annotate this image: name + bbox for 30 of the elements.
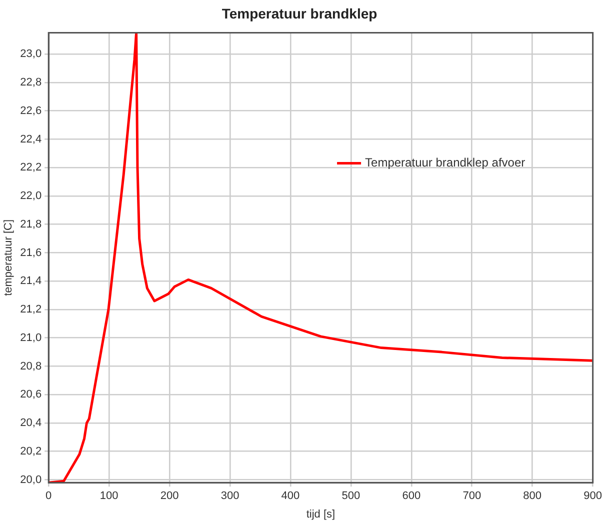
y-tick-label: 21,6 xyxy=(20,246,42,259)
x-tick-label: 300 xyxy=(220,490,240,502)
y-tick-label: 20,8 xyxy=(20,360,42,372)
legend-label: Temperatuur brandklep afvoer xyxy=(365,156,526,170)
y-tick-label: 21,4 xyxy=(20,275,42,288)
x-axis-title: tijd [s] xyxy=(306,508,336,520)
x-tick-label: 0 xyxy=(46,490,52,502)
y-tick-label: 23,0 xyxy=(20,48,42,60)
y-tick-label: 21,2 xyxy=(20,304,42,316)
y-tick-label: 22,0 xyxy=(20,190,42,202)
x-tick-label: 900 xyxy=(584,490,602,502)
y-tick-label: 20,0 xyxy=(20,474,42,486)
y-tick-label: 22,2 xyxy=(20,162,42,174)
y-tick-label: 22,8 xyxy=(20,76,42,88)
y-axis-title: temperatuur [C] xyxy=(2,219,15,296)
y-tick-label: 20,4 xyxy=(20,417,42,430)
chart-title: Temperatuur brandklep xyxy=(222,5,378,22)
x-tick-label: 800 xyxy=(523,490,542,502)
y-tick-label: 20,2 xyxy=(20,445,42,458)
x-tick-label: 100 xyxy=(100,490,118,502)
x-tick-label: 500 xyxy=(342,490,360,502)
x-tick-label: 700 xyxy=(462,490,482,502)
y-tick-label: 22,6 xyxy=(20,104,42,117)
y-tick-label: 21,8 xyxy=(20,218,42,230)
x-tick-label: 200 xyxy=(160,490,179,502)
x-tick-label: 600 xyxy=(402,490,421,502)
y-tick-label: 21,0 xyxy=(20,332,42,344)
y-tick-label: 22,4 xyxy=(20,133,42,146)
y-tick-label: 20,6 xyxy=(20,388,42,401)
x-tick-label: 400 xyxy=(281,490,300,502)
